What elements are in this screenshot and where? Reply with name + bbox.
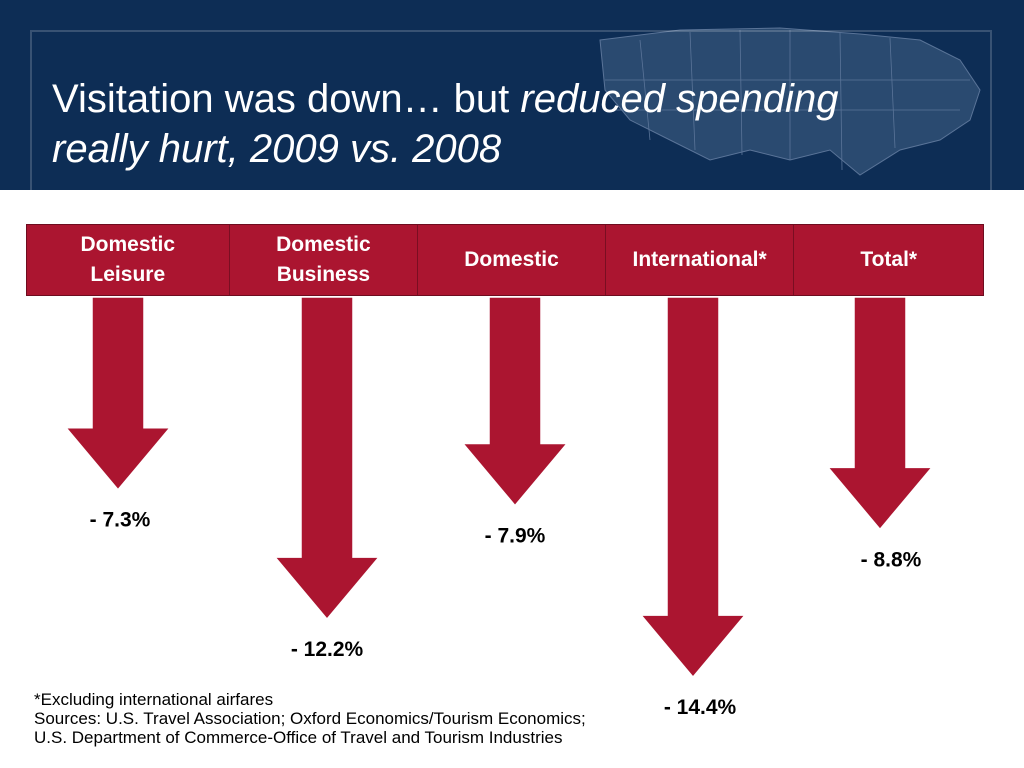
category-header-row: Domestic Leisure Domestic Business Domes… (26, 224, 984, 296)
value-label: - 7.9% (485, 525, 546, 548)
down-arrow-bar (64, 296, 172, 491)
down-arrow-bar (461, 296, 569, 507)
value-label: - 14.4% (664, 696, 737, 719)
category-header: Domestic Leisure (27, 225, 230, 295)
footnote-line: U.S. Department of Commerce-Office of Tr… (34, 728, 563, 747)
us-map-icon (599, 27, 981, 176)
down-arrow-bar (826, 296, 934, 531)
value-label: - 7.3% (90, 509, 151, 532)
page-title: Visitation was down… but reduced spendin… (52, 74, 982, 174)
footnote-line: Sources: U.S. Travel Association; Oxford… (34, 709, 586, 728)
value-label: - 8.8% (861, 548, 922, 571)
footnote: *Excluding international airfares Source… (34, 690, 674, 747)
title-italic-1: reduced spending (520, 77, 839, 121)
banner-frame (30, 30, 992, 190)
value-label: - 12.2% (291, 638, 364, 661)
title-banner: Visitation was down… but reduced spendin… (0, 0, 1024, 190)
down-arrow-bar (639, 296, 747, 679)
category-header: Total* (794, 225, 984, 295)
category-header: International* (605, 225, 795, 295)
footnote-line: *Excluding international airfares (34, 690, 274, 709)
category-header: Domestic Business (229, 225, 419, 295)
down-arrow-bar (273, 296, 381, 621)
title-plain: Visitation was down… but (52, 77, 521, 121)
title-italic-2: really hurt, 2009 vs. 2008 (52, 127, 502, 171)
category-header: Domestic (418, 225, 606, 295)
